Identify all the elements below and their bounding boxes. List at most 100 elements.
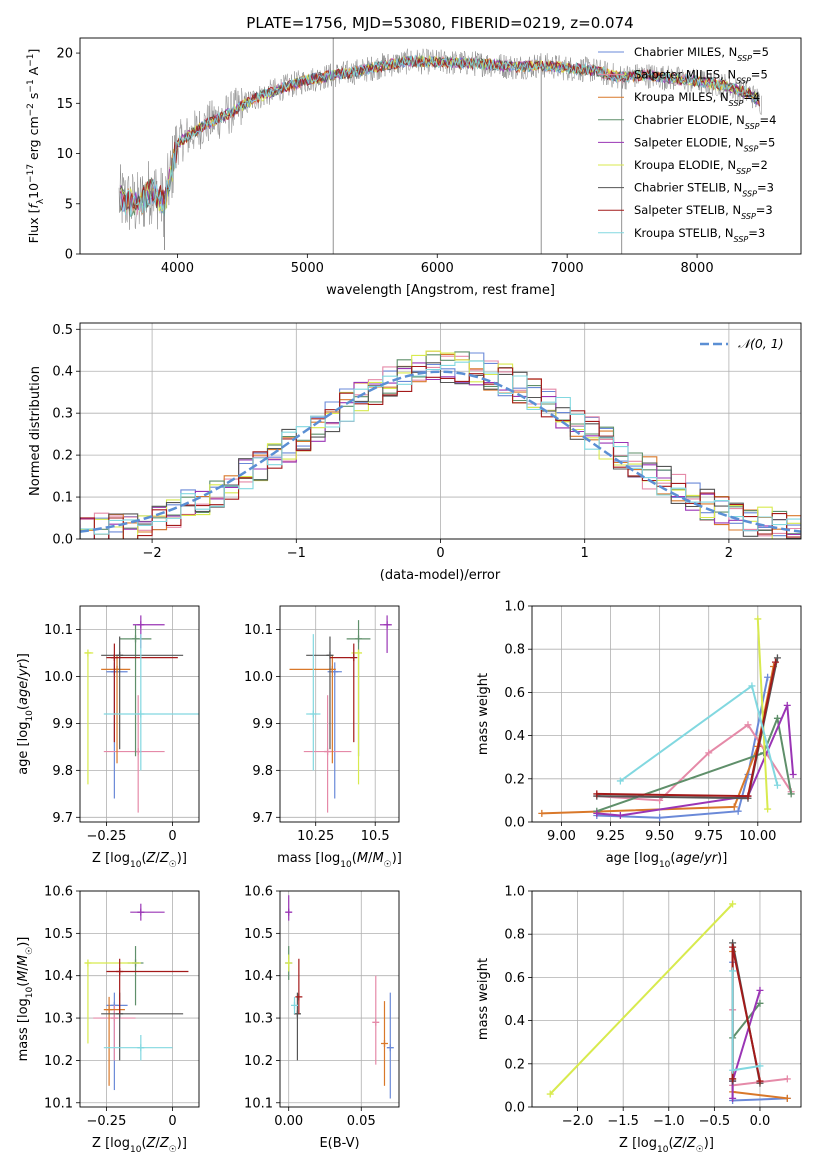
weight-marker: [764, 673, 772, 681]
y-tick-label: 0.8: [504, 643, 525, 658]
y-tick-label: 10.5: [44, 927, 73, 942]
y-tick-label: 10.1: [244, 623, 273, 638]
data-point: [137, 1044, 145, 1052]
y-tick-label: 10.1: [244, 1096, 273, 1111]
y-tick-label: 0.5: [52, 323, 73, 338]
x-tick-label: 9.00: [547, 829, 576, 844]
x-axis-label: wavelength [Angstrom, rest frame]: [326, 283, 555, 298]
axes-frame: [531, 605, 802, 823]
chart-weight-vs-Z: −2.0 −1.5 −1.0 −0.5 0.0 0.0 0.2 0.4 0.6 0.8 1.0: [504, 885, 802, 1129]
y-tick-label: 10.6: [244, 885, 273, 900]
x-tick-label: −0.25: [87, 1114, 127, 1129]
weight-marker: [756, 1062, 764, 1070]
weight-marker: [744, 792, 752, 800]
y-tick-label: 9.8: [52, 764, 73, 779]
x-tick-label: −1.5: [607, 1114, 639, 1129]
y-tick-label: 0.4: [504, 1014, 525, 1029]
y-tick-label: 0.3: [52, 407, 73, 422]
axes-frame: [279, 890, 400, 1108]
y-tick-label: 10.2: [44, 1054, 73, 1069]
x-tick-label: 0: [168, 1114, 176, 1129]
data-point: [137, 710, 145, 718]
x-axis-label: Z [log10(Z/Z☉)]: [619, 1136, 714, 1155]
weight-series: [731, 946, 761, 1082]
data-point: [132, 635, 140, 643]
weight-marker: [787, 790, 795, 798]
x-tick-label: 9.50: [645, 829, 674, 844]
axes-frame: [79, 322, 802, 540]
y-tick-label: 0: [65, 248, 73, 263]
y-tick-label: 20: [56, 47, 73, 62]
x-tick-label: 1: [581, 546, 589, 561]
x-tick-label: 10.00: [739, 829, 776, 844]
x-tick-label: 6000: [421, 261, 454, 276]
weight-series: [596, 714, 793, 813]
y-tick-label: 10: [56, 147, 73, 162]
y-tick-label: 0.1: [52, 491, 73, 506]
weight-marker: [783, 701, 791, 709]
weight-marker: [756, 1077, 764, 1085]
legend-label: Salpeter STELIB, NSSP=3: [634, 203, 773, 221]
weight-marker: [744, 721, 752, 729]
data-point: [285, 908, 293, 916]
y-tick-label: 10.4: [244, 969, 273, 984]
weight-marker: [729, 900, 737, 908]
weight-marker: [730, 803, 738, 811]
weight-marker: [729, 967, 737, 975]
weight-marker: [783, 1094, 791, 1102]
y-axis-label: age [log10(age/yr)]: [16, 653, 35, 775]
axes-frame: [279, 605, 400, 823]
legend-label: Salpeter MILES, NSSP=5: [634, 68, 768, 86]
chart-residuals: −2 −1 0 1 2 0.0 0.1 0.2 0.3 0.4 0.5 𝒩(0, 1): [52, 322, 802, 561]
normal-curve: [80, 370, 801, 533]
x-tick-label: 5000: [291, 261, 324, 276]
weight-marker: [756, 999, 764, 1007]
x-axis-label: E(B-V): [319, 1136, 359, 1151]
legend-label: Kroupa ELODIE, NSSP=2: [634, 158, 768, 176]
plot-area: [84, 615, 199, 813]
y-axis-label: mass [log10(M/M☉)]: [16, 937, 35, 1062]
x-tick-label: −0.5: [699, 1114, 731, 1129]
legend-label: Kroupa MILES, NSSP=4: [634, 90, 760, 108]
weight-marker: [656, 814, 664, 822]
y-tick-label: 9.7: [52, 811, 73, 826]
chart-spectrum: 4000 5000 6000 7000 8000 0 5 10 15 20 Chabrier MIL…: [56, 37, 802, 276]
residual-histogram: [80, 360, 801, 539]
data-point: [291, 1001, 299, 1009]
grid: [532, 890, 801, 1108]
data-point: [110, 654, 118, 662]
x-tick-label: −2: [143, 546, 162, 561]
weight-marker: [593, 809, 601, 817]
chart-mass-vs-EBV: 0.00 0.05 10.1 10.2 10.3 10.4 10.5 10.6: [244, 885, 400, 1129]
weight-marker: [729, 1075, 737, 1083]
y-tick-label: 1.0: [504, 885, 525, 900]
weight-marker: [656, 796, 664, 804]
plot-area: [546, 900, 791, 1105]
weight-marker: [705, 749, 713, 757]
plot-area: [80, 350, 801, 539]
x-tick-label: 10.25: [297, 829, 334, 844]
y-tick-label: 10.1: [44, 1096, 73, 1111]
data-point: [137, 908, 145, 916]
chart-age-vs-mass: 10.25 10.5 9.7 9.8 9.9 10.0 10.1: [244, 605, 400, 844]
data-point: [355, 635, 363, 643]
plot-area: [285, 895, 394, 1099]
weight-marker: [783, 1075, 791, 1083]
residual-histogram: [80, 362, 801, 539]
legend: Chabrier MILES, NSSP=5 Salpeter MILES, NS…: [598, 45, 776, 243]
data-point: [295, 993, 303, 1001]
y-tick-label: 9.9: [252, 717, 273, 732]
x-axis-label: Z [log10(Z/Z☉)]: [92, 851, 187, 870]
x-tick-label: −1.0: [653, 1114, 685, 1129]
weight-marker: [734, 807, 742, 815]
chart-weight-vs-age: 9.00 9.25 9.50 9.75 10.00 0.0 0.2 0.4 0.6 0.8 1.0: [504, 600, 802, 844]
y-axis-label: Normed distribution: [28, 366, 43, 496]
data-point: [383, 621, 391, 629]
y-tick-label: 0.0: [504, 1101, 525, 1116]
x-tick-label: −0.25: [87, 829, 127, 844]
model-spectrum: [119, 54, 760, 217]
y-tick-label: 9.8: [252, 764, 273, 779]
y-tick-label: 0.0: [504, 816, 525, 831]
weight-marker: [538, 809, 546, 817]
